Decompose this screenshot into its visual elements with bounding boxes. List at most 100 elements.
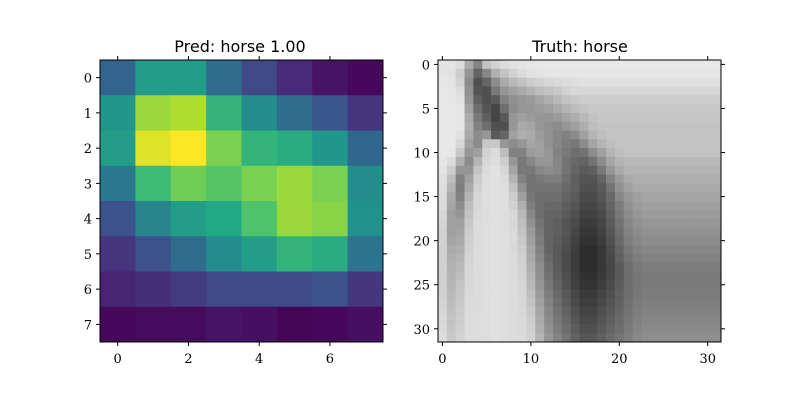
truth-cell-r4-c17 bbox=[588, 95, 598, 105]
truth-cell-r0-c20 bbox=[614, 60, 625, 70]
truth-cell-r20-c21 bbox=[623, 236, 633, 246]
truth-cell-r11-c10 bbox=[526, 156, 536, 167]
truth-cell-r26-c16 bbox=[579, 289, 589, 299]
truth-cell-r17-c5 bbox=[482, 209, 492, 220]
truth-cell-r18-c17 bbox=[588, 218, 598, 228]
truth-cell-r22-c6 bbox=[491, 253, 501, 264]
truth-cell-r29-c29 bbox=[694, 315, 704, 325]
truth-cell-r25-c0 bbox=[438, 280, 448, 290]
truth-cell-r29-c30 bbox=[703, 315, 713, 325]
truth-cell-r19-c20 bbox=[614, 227, 625, 237]
truth-cell-r4-c0 bbox=[438, 95, 448, 105]
prediction-cell-r6-c5 bbox=[276, 271, 313, 308]
truth-cell-r1-c0 bbox=[438, 68, 448, 79]
truth-cell-r21-c8 bbox=[508, 245, 518, 255]
truth-cell-r21-c23 bbox=[641, 245, 651, 255]
truth-cell-r25-c5 bbox=[482, 280, 492, 290]
truth-cell-r4-c29 bbox=[694, 95, 704, 105]
truth-cell-r9-c30 bbox=[703, 139, 713, 149]
truth-cell-r10-c31 bbox=[712, 148, 722, 158]
truth-cell-r1-c21 bbox=[623, 68, 633, 79]
truth-cell-r18-c25 bbox=[659, 218, 669, 228]
prediction-cell-r3-c6 bbox=[312, 165, 349, 202]
truth-cell-r8-c15 bbox=[570, 130, 580, 140]
prediction-cell-r1-c0 bbox=[100, 95, 136, 131]
truth-cell-r9-c26 bbox=[667, 139, 678, 149]
prediction-xtick-label-2: 2 bbox=[184, 352, 192, 367]
truth-cell-r18-c28 bbox=[685, 218, 695, 228]
truth-cell-r24-c7 bbox=[499, 271, 510, 281]
truth-cell-r16-c15 bbox=[570, 201, 580, 211]
truth-cell-r22-c10 bbox=[526, 253, 536, 264]
prediction-cell-r5-c0 bbox=[100, 236, 136, 272]
truth-cell-r3-c22 bbox=[632, 86, 642, 96]
truth-cell-r14-c7 bbox=[499, 183, 510, 193]
truth-cell-r16-c16 bbox=[579, 201, 589, 211]
truth-cell-r21-c29 bbox=[694, 245, 704, 255]
truth-cell-r9-c16 bbox=[579, 139, 589, 149]
truth-cell-r10-c11 bbox=[535, 148, 545, 158]
truth-cell-r6-c26 bbox=[667, 112, 678, 123]
truth-cell-r24-c25 bbox=[659, 271, 669, 281]
truth-cell-r11-c16 bbox=[579, 156, 589, 167]
truth-cell-r14-c31 bbox=[712, 183, 722, 193]
truth-cell-r12-c2 bbox=[455, 165, 465, 175]
prediction-ytick-label-4: 4 bbox=[84, 213, 92, 228]
truth-cell-r20-c11 bbox=[535, 236, 545, 246]
truth-cell-r27-c14 bbox=[561, 297, 572, 308]
truth-cell-r13-c20 bbox=[614, 174, 625, 184]
truth-cell-r13-c3 bbox=[464, 174, 474, 184]
truth-cell-r21-c15 bbox=[570, 245, 580, 255]
truth-cell-r22-c30 bbox=[703, 253, 713, 264]
truth-cell-r20-c27 bbox=[676, 236, 687, 246]
truth-cell-r4-c6 bbox=[491, 95, 501, 105]
truth-cell-r22-c5 bbox=[482, 253, 492, 264]
truth-cell-r5-c9 bbox=[517, 104, 527, 114]
truth-cell-r2-c10 bbox=[526, 77, 536, 87]
truth-cell-r21-c6 bbox=[491, 245, 501, 255]
truth-cell-r28-c23 bbox=[641, 306, 651, 316]
truth-cell-r27-c21 bbox=[623, 297, 633, 308]
truth-cell-r22-c27 bbox=[676, 253, 687, 264]
truth-cell-r12-c7 bbox=[499, 165, 510, 175]
truth-cell-r13-c18 bbox=[597, 174, 607, 184]
truth-cell-r6-c20 bbox=[614, 112, 625, 123]
truth-cell-r5-c29 bbox=[694, 104, 704, 114]
truth-cell-r26-c25 bbox=[659, 289, 669, 299]
truth-cell-r20-c6 bbox=[491, 236, 501, 246]
truth-cell-r24-c19 bbox=[606, 271, 616, 281]
truth-cell-r25-c7 bbox=[499, 280, 510, 290]
truth-cell-r5-c7 bbox=[499, 104, 510, 114]
truth-cell-r23-c30 bbox=[703, 262, 713, 272]
truth-cell-r23-c20 bbox=[614, 262, 625, 272]
truth-cell-r11-c29 bbox=[694, 156, 704, 167]
truth-cell-r5-c14 bbox=[561, 104, 572, 114]
truth-cell-r12-c25 bbox=[659, 165, 669, 175]
truth-cell-r26-c9 bbox=[517, 289, 527, 299]
truth-cell-r24-c11 bbox=[535, 271, 545, 281]
prediction-cell-r1-c1 bbox=[135, 95, 172, 131]
truth-cell-r17-c7 bbox=[499, 209, 510, 220]
truth-cell-r17-c29 bbox=[694, 209, 704, 220]
prediction-cell-r0-c2 bbox=[170, 60, 207, 96]
truth-cell-r3-c24 bbox=[650, 86, 660, 96]
truth-cell-r30-c2 bbox=[455, 324, 465, 334]
truth-cell-r26-c29 bbox=[694, 289, 704, 299]
truth-cell-r27-c9 bbox=[517, 297, 527, 308]
truth-cell-r13-c9 bbox=[517, 174, 527, 184]
truth-cell-r1-c30 bbox=[703, 68, 713, 79]
truth-cell-r28-c2 bbox=[455, 306, 465, 316]
truth-cell-r10-c0 bbox=[438, 148, 448, 158]
truth-cell-r4-c5 bbox=[482, 95, 492, 105]
truth-cell-r31-c3 bbox=[464, 333, 474, 343]
truth-cell-r20-c5 bbox=[482, 236, 492, 246]
prediction-cell-r3-c2 bbox=[170, 165, 207, 202]
truth-cell-r11-c12 bbox=[544, 156, 554, 167]
truth-cell-r19-c14 bbox=[561, 227, 572, 237]
truth-cell-r19-c19 bbox=[606, 227, 616, 237]
truth-cell-r12-c12 bbox=[544, 165, 554, 175]
truth-cell-r22-c7 bbox=[499, 253, 510, 264]
truth-cell-r22-c15 bbox=[570, 253, 580, 264]
truth-cell-r30-c23 bbox=[641, 324, 651, 334]
truth-cell-r6-c30 bbox=[703, 112, 713, 123]
